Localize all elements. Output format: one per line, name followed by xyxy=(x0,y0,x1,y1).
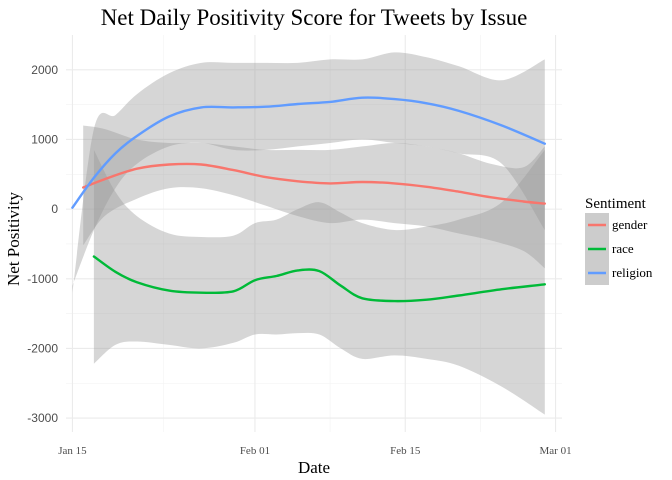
x-tick-label: Feb 01 xyxy=(240,445,270,457)
y-tick-label: 1000 xyxy=(31,132,58,146)
x-tick-label: Mar 01 xyxy=(540,445,572,457)
x-tick-label: Jan 15 xyxy=(58,445,87,457)
series-line-religion xyxy=(71,96,546,209)
series-lines xyxy=(71,96,546,303)
x-tick-label: Feb 15 xyxy=(390,445,421,457)
y-axis-title: Net Positivity xyxy=(4,192,23,286)
legend-label-religion: religion xyxy=(612,265,653,280)
y-tick-label: 2000 xyxy=(31,63,58,77)
confidence-band-race xyxy=(93,149,545,415)
confidence-band-gender xyxy=(83,125,545,269)
series-line-gender xyxy=(82,162,546,205)
x-axis-ticks: Jan 15 Feb 01 Feb 15 Mar 01 xyxy=(58,445,571,457)
confidence-band-religion xyxy=(72,52,545,293)
y-axis-ticks: 2000 1000 0 -1000 -2000 -3000 xyxy=(27,63,58,425)
y-tick-label: -1000 xyxy=(27,272,58,286)
legend-label-race: race xyxy=(612,241,634,256)
chart-title: Net Daily Positivity Score for Tweets by… xyxy=(101,5,528,30)
legend-items: gender race religion xyxy=(585,213,653,285)
series-line-race xyxy=(92,255,546,303)
confidence-bands xyxy=(72,52,545,415)
y-tick-label: -3000 xyxy=(27,411,58,425)
legend-label-gender: gender xyxy=(612,217,648,232)
y-tick-label: 0 xyxy=(51,202,58,216)
legend: Sentiment gender race religion xyxy=(585,196,653,285)
grid xyxy=(66,35,562,432)
x-axis-title: Date xyxy=(298,458,330,477)
legend-title: Sentiment xyxy=(585,196,647,212)
y-tick-label: -2000 xyxy=(27,341,58,355)
